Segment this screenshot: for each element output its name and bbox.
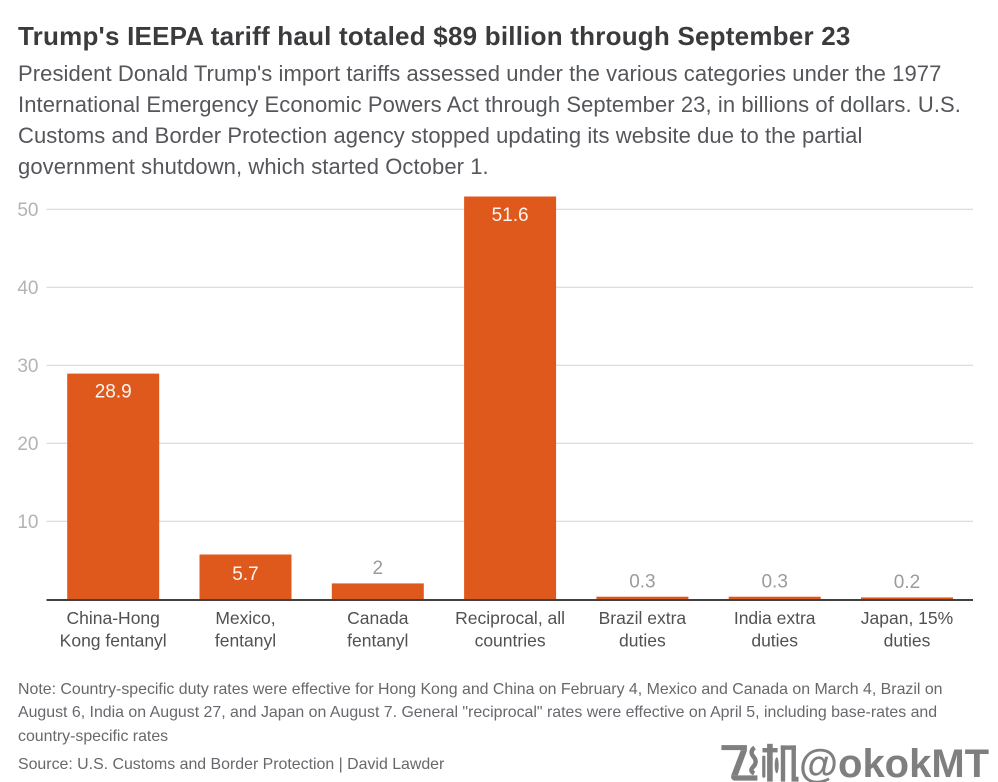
svg-text:0.2: 0.2 xyxy=(894,572,920,593)
svg-text:Canada: Canada xyxy=(347,608,409,628)
svg-text:0.3: 0.3 xyxy=(629,572,655,593)
svg-text:10: 10 xyxy=(17,512,38,533)
svg-text:Japan, 15%: Japan, 15% xyxy=(861,608,953,628)
svg-text:51.6: 51.6 xyxy=(492,205,529,226)
svg-text:30: 30 xyxy=(17,356,38,377)
svg-text:fentanyl: fentanyl xyxy=(347,631,408,651)
svg-text:0.3: 0.3 xyxy=(761,572,787,593)
svg-text:5.7: 5.7 xyxy=(232,564,258,585)
svg-text:40: 40 xyxy=(17,278,38,299)
svg-text:duties: duties xyxy=(884,631,931,651)
svg-text:2: 2 xyxy=(373,558,384,579)
svg-text:20: 20 xyxy=(17,434,38,455)
svg-text:duties: duties xyxy=(751,631,798,651)
svg-text:@okokMT: @okokMT xyxy=(799,742,989,782)
svg-text:Kong fentanyl: Kong fentanyl xyxy=(60,631,167,651)
svg-text:India extra: India extra xyxy=(734,608,816,628)
svg-text:duties: duties xyxy=(619,631,666,651)
svg-text:Reciprocal, all: Reciprocal, all xyxy=(455,608,565,628)
svg-text:Brazil extra: Brazil extra xyxy=(599,608,687,628)
svg-text:28.9: 28.9 xyxy=(95,382,132,403)
svg-text:Mexico,: Mexico, xyxy=(215,608,275,628)
svg-text:fentanyl: fentanyl xyxy=(215,631,276,651)
svg-text:countries: countries xyxy=(475,631,546,651)
svg-text:China-Hong: China-Hong xyxy=(67,608,160,628)
svg-text:50: 50 xyxy=(17,200,38,221)
